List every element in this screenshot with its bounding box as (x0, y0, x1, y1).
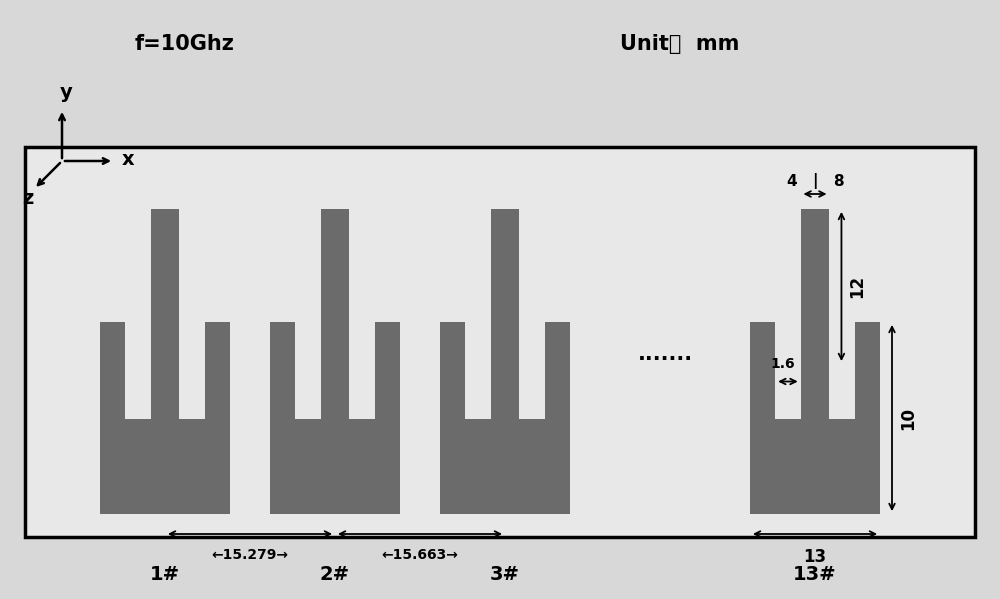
Text: ←15.663→: ←15.663→ (382, 548, 458, 562)
Text: 10: 10 (899, 407, 917, 429)
Bar (440, 364, 570, 514)
Text: 13#: 13# (793, 564, 837, 583)
Bar (491, 209, 519, 364)
Bar (100, 322, 125, 364)
Text: .......: ....... (637, 344, 693, 364)
Bar (321, 209, 349, 364)
Text: 12: 12 (848, 275, 866, 298)
Bar (100, 364, 230, 514)
Bar (270, 322, 295, 364)
Text: 1#: 1# (150, 564, 180, 583)
Bar (855, 322, 880, 364)
Text: 2#: 2# (320, 564, 350, 583)
Bar (440, 322, 465, 364)
Bar (349, 364, 375, 419)
Text: 13: 13 (803, 548, 827, 566)
Bar (205, 322, 230, 364)
Bar (750, 364, 880, 514)
Bar (25, 147, 975, 537)
Bar (125, 364, 151, 419)
Text: z: z (22, 189, 34, 208)
Text: 8: 8 (833, 174, 844, 189)
Text: Unit：  mm: Unit： mm (620, 34, 739, 54)
Bar (375, 322, 400, 364)
Bar (750, 322, 775, 364)
Bar (829, 364, 855, 419)
Bar (270, 364, 400, 514)
Text: |: | (812, 173, 818, 189)
Bar (179, 364, 205, 419)
Bar (465, 364, 491, 419)
Text: f=10Ghz: f=10Ghz (135, 34, 235, 54)
Text: 3#: 3# (490, 564, 520, 583)
Bar (519, 364, 545, 419)
Bar (295, 364, 321, 419)
Text: x: x (122, 150, 135, 168)
Text: y: y (60, 83, 72, 102)
Text: ←15.279→: ←15.279→ (212, 548, 288, 562)
Text: 1.6: 1.6 (770, 358, 795, 371)
Bar (151, 209, 179, 364)
Bar (775, 364, 801, 419)
Bar (545, 322, 570, 364)
Bar (801, 209, 829, 364)
Text: 4: 4 (786, 174, 797, 189)
